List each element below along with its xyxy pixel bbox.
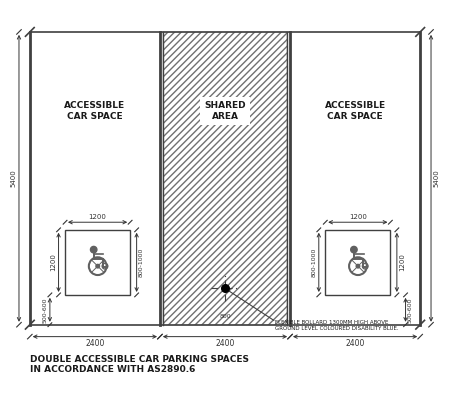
Bar (163, 32, 287, 325)
Circle shape (90, 246, 97, 253)
Circle shape (356, 264, 360, 268)
Circle shape (351, 246, 357, 253)
Text: 500-600: 500-600 (43, 297, 48, 322)
Text: 2400: 2400 (85, 339, 104, 348)
Text: 5400: 5400 (433, 170, 439, 187)
Text: 800: 800 (219, 314, 231, 319)
Bar (325, 230, 390, 295)
Text: ACCESSIBLE
CAR SPACE: ACCESSIBLE CAR SPACE (324, 101, 386, 121)
Text: FLEXIBLE BOLLARD 1300MM HIGH ABOVE
GROUND LEVEL COLOURED DISABILITY BLUE.: FLEXIBLE BOLLARD 1300MM HIGH ABOVE GROUN… (275, 320, 399, 331)
Text: 800-1000: 800-1000 (312, 248, 317, 277)
Text: DOUBLE ACCESSIBLE CAR PARKING SPACES
IN ACCORDANCE WITH AS2890.6: DOUBLE ACCESSIBLE CAR PARKING SPACES IN … (30, 354, 249, 374)
Text: SHARED
AREA: SHARED AREA (204, 101, 246, 121)
Text: 1200: 1200 (349, 214, 367, 220)
Text: 5400: 5400 (11, 170, 17, 187)
Text: 1200: 1200 (89, 214, 107, 220)
Bar (65, 230, 130, 295)
Text: 2400: 2400 (215, 339, 235, 348)
Text: 1200: 1200 (50, 254, 56, 271)
Circle shape (96, 264, 99, 268)
Text: 1200: 1200 (399, 254, 405, 271)
Text: 2400: 2400 (346, 339, 365, 348)
Text: 500-600: 500-600 (408, 297, 413, 322)
Text: 800-1000: 800-1000 (139, 248, 144, 277)
Text: ACCESSIBLE
CAR SPACE: ACCESSIBLE CAR SPACE (64, 101, 126, 121)
